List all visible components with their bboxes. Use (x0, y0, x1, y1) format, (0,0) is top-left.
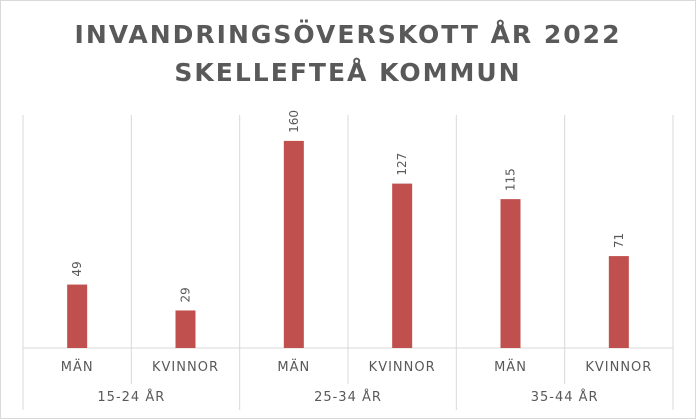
data-label: 29 (179, 287, 193, 302)
bar (392, 183, 413, 348)
category-label: MÄN (61, 359, 94, 375)
chart-title: INVANDRINGSÖVERSKOTT ÅR 2022 (74, 20, 622, 49)
category-label: KVINNOR (152, 360, 219, 375)
group-label: 25-34 ÅR (314, 389, 382, 405)
data-label: 160 (287, 110, 301, 133)
category-label: MÄN (494, 359, 527, 375)
bar (175, 310, 196, 348)
data-label: 71 (612, 233, 626, 248)
group-label: 15-24 ÅR (97, 389, 165, 405)
chart-title-block: INVANDRINGSÖVERSKOTT ÅR 2022 SKELLEFTEÅ … (0, 16, 696, 92)
data-label: 115 (504, 168, 518, 191)
data-label: 49 (70, 261, 84, 276)
bar (608, 256, 629, 348)
group-label: 35-44 ÅR (531, 389, 599, 405)
bar (500, 199, 521, 348)
chart-subtitle: SKELLEFTEÅ KOMMUN (174, 58, 522, 87)
category-label: KVINNOR (369, 360, 436, 375)
category-label: KVINNOR (585, 360, 652, 375)
data-label: 127 (395, 153, 409, 176)
category-label: MÄN (277, 359, 310, 375)
bar (67, 284, 88, 348)
bar (283, 140, 304, 348)
